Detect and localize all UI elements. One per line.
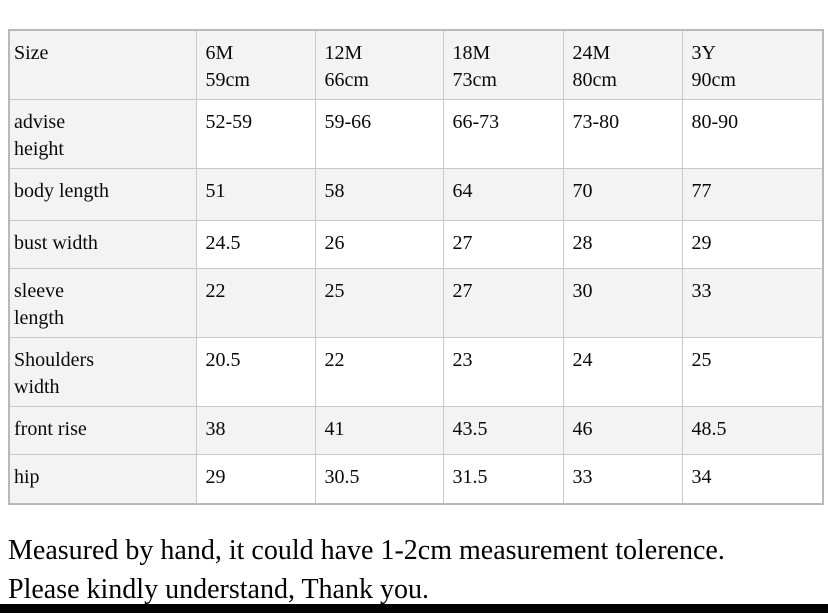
table-cell: 73-80 [562,99,683,169]
table-cell: 25 [681,337,824,407]
column-header-6m: 6M 59cm [195,29,316,100]
header-row: Size 6M 59cm 12M 66cm 18M 73cm 24M 80cm [8,29,824,100]
table-cell: 33 [562,454,683,504]
table-cell: 30.5 [314,454,444,504]
table-cell: 25 [314,268,444,338]
column-header-cm: 59cm [205,69,250,91]
bottom-divider-bar [0,604,828,613]
row-label-front-rise: front rise [8,406,197,455]
table-cell: 23 [442,337,564,407]
table-cell: 59-66 [314,99,444,169]
row-label-bust-width: bust width [8,220,197,269]
table-cell: 28 [562,220,683,269]
table-cell: 26 [314,220,444,269]
size-chart-table: Size 6M 59cm 12M 66cm 18M 73cm 24M 80cm [8,29,824,505]
table-row-sleeve-length: sleeve length 22 25 27 30 33 [8,268,824,338]
table-cell: 27 [442,220,564,269]
column-header-12m: 12M 66cm [314,29,444,100]
table-cell: 41 [314,406,444,455]
table-cell: 80-90 [681,99,824,169]
table-cell: 48.5 [681,406,824,455]
measurement-note: Measured by hand, it could have 1-2cm me… [8,531,820,609]
table-cell: 66-73 [442,99,564,169]
row-label-hip: hip [8,454,197,504]
row-label-text: length [14,307,64,329]
column-header-cm: 90cm [691,69,736,91]
row-label-text: advise [14,111,66,133]
row-label-text: bust width [14,232,98,254]
table-cell: 24 [562,337,683,407]
column-header-cm: 66cm [324,69,369,91]
row-label-text: hip [14,466,40,488]
row-label-text: front rise [14,418,87,440]
table-cell: 43.5 [442,406,564,455]
row-label-text: height [14,138,64,160]
column-header-size: 24M [572,42,611,64]
table-cell: 29 [195,454,316,504]
table-cell: 27 [442,268,564,338]
table-cell: 52-59 [195,99,316,169]
column-header-size: 6M [205,42,234,64]
table-cell: 30 [562,268,683,338]
table-cell: 20.5 [195,337,316,407]
table-cell: 58 [314,168,444,221]
table-row-front-rise: front rise 38 41 43.5 46 48.5 [8,406,824,455]
table-cell: 24.5 [195,220,316,269]
table-cell: 22 [314,337,444,407]
table-cell: 31.5 [442,454,564,504]
row-label-text: Shoulders [14,349,94,371]
table-cell: 38 [195,406,316,455]
measurement-note-line1: Measured by hand, it could have 1-2cm me… [8,535,725,566]
table-row-bust-width: bust width 24.5 26 27 28 29 [8,220,824,269]
table-cell: 34 [681,454,824,504]
row-label-shoulders-width: Shoulders width [8,337,197,407]
table-cell: 46 [562,406,683,455]
table-cell: 70 [562,168,683,221]
table-cell: 22 [195,268,316,338]
header-label-text: Size [14,42,49,64]
measurement-note-line2: Please kindly understand, Thank you. [8,574,429,605]
column-header-3y: 3Y 90cm [681,29,824,100]
column-header-cm: 80cm [572,69,617,91]
column-header-24m: 24M 80cm [562,29,683,100]
column-header-size: 12M [324,42,363,64]
table-cell: 77 [681,168,824,221]
row-label-text: width [14,376,60,398]
table-cell: 33 [681,268,824,338]
column-header-cm: 73cm [452,69,497,91]
table-row-hip: hip 29 30.5 31.5 33 34 [8,454,824,504]
table-cell: 29 [681,220,824,269]
table-row-shoulders-width: Shoulders width 20.5 22 23 24 25 [8,337,824,407]
table-cell: 64 [442,168,564,221]
row-label-text: sleeve [14,280,64,302]
row-label-sleeve-length: sleeve length [8,268,197,338]
column-header-18m: 18M 73cm [442,29,564,100]
header-row-label: Size [8,29,197,100]
column-header-size: 3Y [691,42,716,64]
table-cell: 51 [195,168,316,221]
row-label-body-length: body length [8,168,197,221]
table-row-body-length: body length 51 58 64 70 77 [8,168,824,221]
column-header-size: 18M [452,42,491,64]
table-row-advise-height: advise height 52-59 59-66 66-73 73-80 80… [8,99,824,169]
row-label-text: body length [14,180,109,202]
row-label-advise-height: advise height [8,99,197,169]
